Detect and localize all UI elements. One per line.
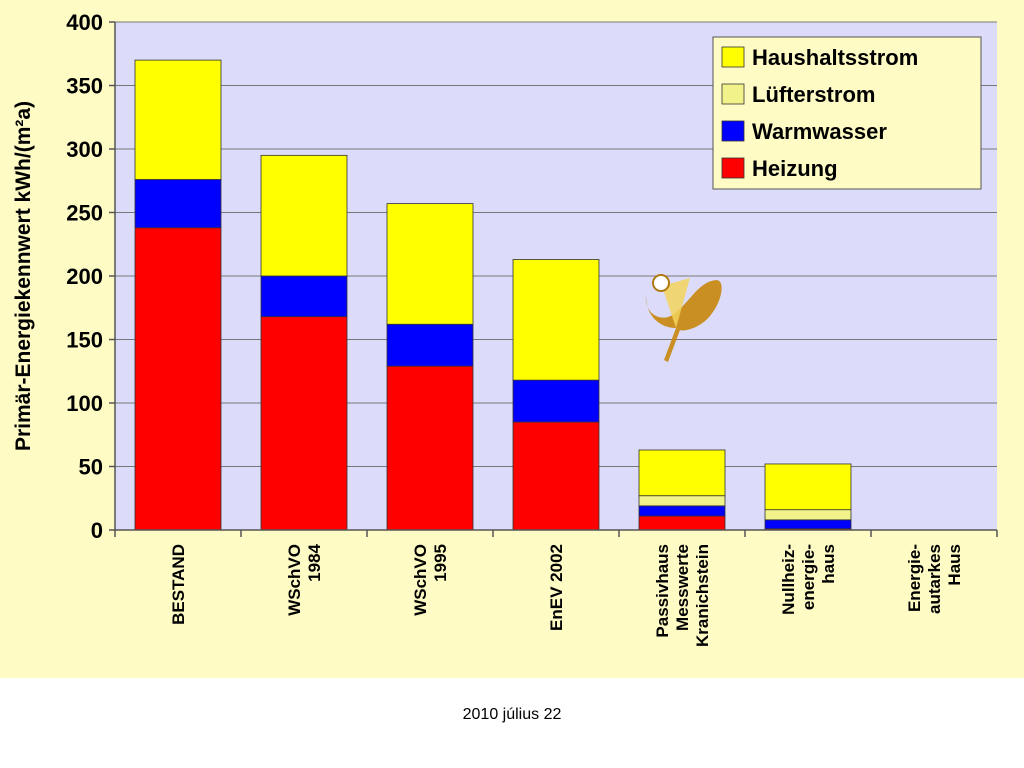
logo-mark xyxy=(645,274,722,362)
bar-segment-warmwasser xyxy=(764,519,852,530)
x-category-label: haus xyxy=(819,544,838,584)
bar-segment-heizung xyxy=(512,421,600,531)
legend: Haushaltsstrom Lüfterstrom Warmwasser Heizu… xyxy=(712,36,982,190)
bar-segment-warmwasser xyxy=(260,275,348,318)
bar-segment-heizung xyxy=(134,227,222,531)
legend-label: Haushaltsstrom xyxy=(752,45,918,70)
axes xyxy=(109,21,998,537)
y-tick-label: 200 xyxy=(66,264,103,289)
legend-swatch xyxy=(721,120,745,142)
x-category-label: Haus xyxy=(945,544,964,586)
x-category-label: Nullheiz- xyxy=(779,544,798,615)
legend-label: Heizung xyxy=(752,156,838,181)
legend-swatch xyxy=(721,83,745,105)
y-tick-label: 150 xyxy=(66,328,103,353)
y-tick-label: 400 xyxy=(66,10,103,35)
legend-label: Warmwasser xyxy=(752,119,887,144)
y-axis-title: Primär-Energiekennwert kWh/(m²a) xyxy=(12,101,35,451)
x-category-label: Messwerte xyxy=(673,544,692,631)
y-tick-label: 350 xyxy=(66,74,103,99)
y-tick-label: 0 xyxy=(91,518,103,543)
y-tick-label: 100 xyxy=(66,391,103,416)
bar-segment-lüfterstrom xyxy=(638,495,726,507)
x-category-label: WSchVO xyxy=(285,544,304,616)
x-category-label: energie- xyxy=(799,544,818,610)
x-category-label: 1995 xyxy=(431,544,450,582)
bar-segment-haushaltsstrom xyxy=(134,59,222,180)
legend-box xyxy=(712,36,982,190)
x-category-label: BESTAND xyxy=(169,544,188,625)
x-category-label: EnEV 2002 xyxy=(547,544,566,631)
bar-segment-haushaltsstrom xyxy=(764,463,852,511)
y-tick-labels: 0 50 100 150 200 250 300 350 400 xyxy=(66,10,103,543)
bar-segment-warmwasser xyxy=(638,505,726,517)
bar-segment-heizung xyxy=(260,316,348,531)
x-category-labels: BESTAND WSchVO 1984 WSchVO 1995 EnEV 2002 Pass… xyxy=(169,543,964,647)
footer-date: 2010 július 22 xyxy=(462,706,562,723)
y-tick-label: 50 xyxy=(79,455,103,480)
x-category-label: autarkes xyxy=(925,544,944,614)
legend-swatch xyxy=(721,157,745,179)
bar-segment-haushaltsstrom xyxy=(260,154,348,277)
bar-segment-warmwasser xyxy=(512,379,600,423)
x-category-label: WSchVO xyxy=(411,544,430,616)
x-category-label: Energie- xyxy=(905,544,924,612)
bar-segment-heizung xyxy=(386,365,474,531)
legend-label: Lüfterstrom xyxy=(752,82,875,107)
bar-segment-haushaltsstrom xyxy=(512,259,600,381)
bar-segment-warmwasser xyxy=(386,323,474,367)
bars xyxy=(134,59,852,531)
x-category-label: Passivhaus xyxy=(653,544,672,638)
bar-segment-lüfterstrom xyxy=(764,509,852,521)
x-category-label: Kranichstein xyxy=(693,544,712,647)
bar-segment-haushaltsstrom xyxy=(638,449,726,497)
bar-segment-warmwasser xyxy=(134,179,222,229)
y-tick-label: 250 xyxy=(66,201,103,226)
bar-segment-heizung xyxy=(638,515,726,531)
y-tick-label: 300 xyxy=(66,137,103,162)
legend-swatch xyxy=(721,46,745,68)
x-category-label: 1984 xyxy=(305,543,324,581)
bar-segment-haushaltsstrom xyxy=(386,203,474,325)
